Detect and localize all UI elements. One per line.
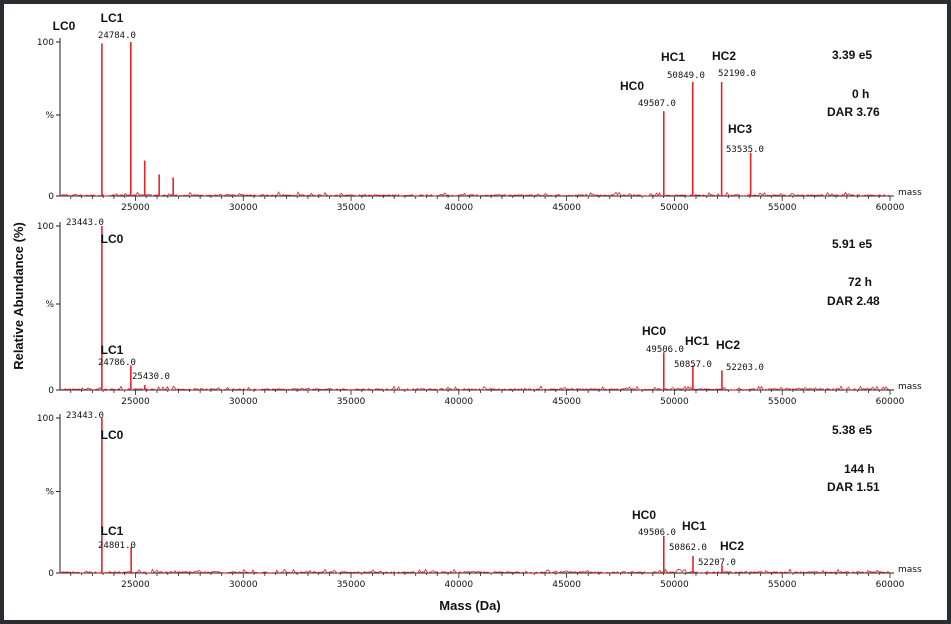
peak-mass-label: 24784.0 [98,31,136,41]
peak-mass-label: 52207.0 [698,558,736,568]
y-tick-label: 0 [48,386,54,396]
peak-mass-label: 24786.0 [98,358,136,368]
x-tick-label: 60000 [876,580,905,590]
y-tick-label: % [45,488,54,498]
time-label: 0 h [852,87,869,101]
x-tick-label: 25000 [121,397,150,407]
x-tick-label: 35000 [337,580,366,590]
peak-label: HC1 [682,519,706,533]
peak-mass-label: 49506.0 [638,528,676,538]
y-axis-title: Relative Abundance (%) [11,222,26,370]
peak-label: HC2 [720,539,744,553]
x-tick-label: 55000 [768,397,797,407]
peak-label: LC1 [101,524,124,538]
dar-label: DAR 2.48 [827,294,880,308]
x-tick-label: 40000 [445,203,474,213]
peak-label: HC2 [716,338,740,352]
x-tick-label: 60000 [876,397,905,407]
peak-mass-label: 49506.0 [646,345,684,355]
x-tick-label: 50000 [660,397,689,407]
spectrum-baseline-noise [59,191,890,197]
peak-mass-label: 23443.0 [66,411,104,421]
x-tick-label: 30000 [229,397,258,407]
spectrum-baseline-noise [59,385,890,391]
mass-spectra-figure: 100% 0 25000 30000 35000 40000 45000 50000 55000… [11,11,922,613]
peak-mass-label: 24801.0 [98,541,136,551]
y-tick-label: 0 [48,192,54,202]
peak-label: HC3 [728,122,752,136]
x-tick-label: 60000 [876,203,905,213]
x-axis-unit: mass [898,188,922,198]
peak-label: LC0 [101,428,124,442]
peak-label: HC2 [712,49,736,63]
x-axis-title: Mass (Da) [439,598,500,613]
peak-mass-label: 53535.0 [726,145,764,155]
peak-label: HC0 [642,324,666,338]
y-tick-label: 0 [48,569,54,579]
peak-mass-label: 25430.0 [132,372,170,382]
y-tick-label: % [45,300,54,310]
y-tick-label: 100 [37,38,54,48]
y-tick-label: % [45,111,54,121]
peak-label: HC0 [632,508,656,522]
x-tick-label: 50000 [660,580,689,590]
x-tick-label: 55000 [768,580,797,590]
x-tick-label: 30000 [229,203,258,213]
dar-label: DAR 1.51 [827,480,880,494]
y-tick-label: 100 [37,222,54,232]
intensity-label: 5.91 e5 [832,237,872,251]
intensity-label: 5.38 e5 [832,423,872,437]
peak-mass-label: 50857.0 [674,360,712,370]
time-label: 72 h [848,275,872,289]
peak-mass-label: 50862.0 [669,543,707,553]
peak-label: LC0 [53,19,76,33]
y-tick-label: 100 [37,414,54,424]
x-tick-label: 25000 [121,580,150,590]
x-tick-label: 45000 [552,580,581,590]
spectrum-baseline-noise [59,568,890,574]
x-tick-label: 35000 [337,397,366,407]
x-tick-label: 45000 [552,203,581,213]
peak-label: LC1 [101,11,124,25]
peak-label: LC0 [101,232,124,246]
peak-mass-label: 52190.0 [718,69,756,79]
peak-mass-label: 23443.0 [66,218,104,228]
x-tick-label: 30000 [229,580,258,590]
dar-label: DAR 3.76 [827,105,880,119]
x-axis-unit: mass [898,382,922,392]
x-axis-unit: mass [898,565,922,575]
peak-mass-label: 52203.0 [726,363,764,373]
peak-label: HC1 [685,334,709,348]
peak-mass-label: 49507.0 [638,99,676,109]
x-tick-label: 35000 [337,203,366,213]
peak-label: HC1 [661,50,685,64]
peak-mass-label: 50849.0 [667,71,705,81]
time-label: 144 h [844,462,875,476]
peak-label: LC1 [101,343,124,357]
figure-frame: 100% 0 25000 30000 35000 40000 45000 50000 55000… [4,4,947,620]
peak-label: HC0 [620,79,644,93]
x-tick-label: 55000 [768,203,797,213]
intensity-label: 3.39 e5 [832,48,872,62]
x-tick-label: 25000 [121,203,150,213]
x-tick-label: 40000 [445,397,474,407]
x-tick-label: 50000 [660,203,689,213]
x-tick-label: 40000 [445,580,474,590]
x-tick-label: 45000 [552,397,581,407]
